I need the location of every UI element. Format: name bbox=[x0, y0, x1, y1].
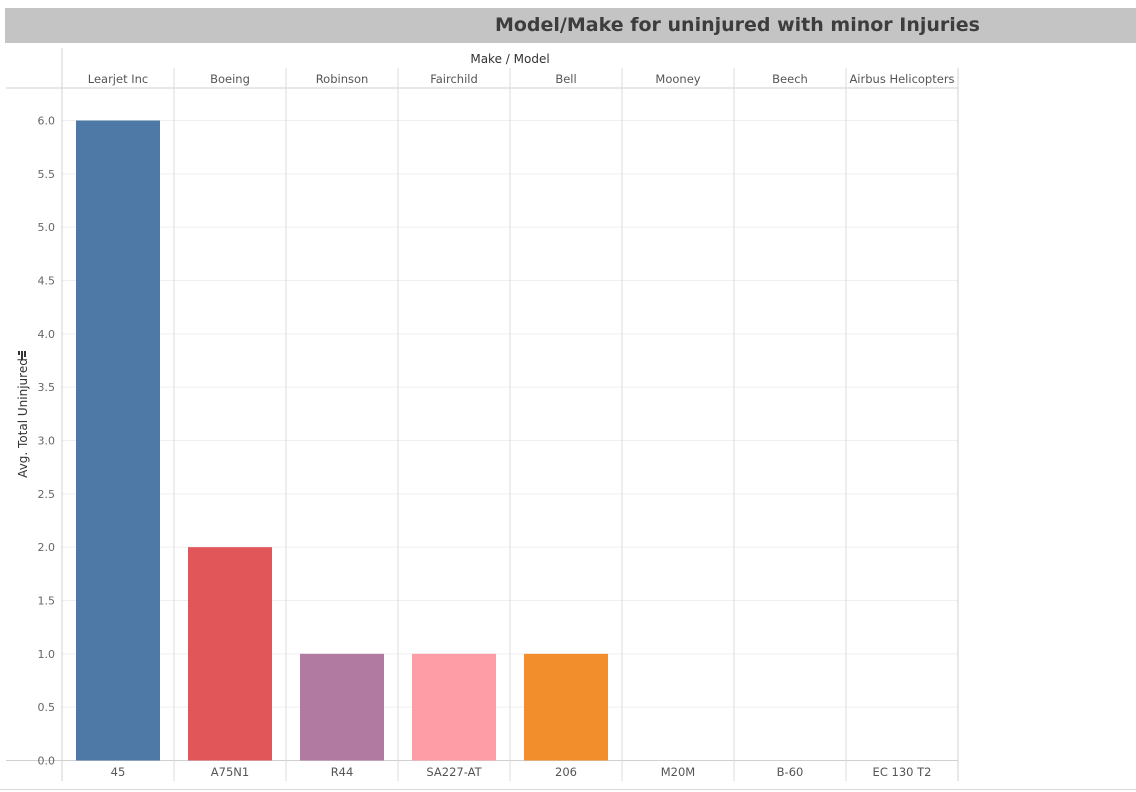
y-tick-label: 1.5 bbox=[38, 595, 56, 608]
make-label: Mooney bbox=[655, 72, 700, 86]
model-tick-label: 206 bbox=[555, 765, 577, 779]
sort-descending-icon bbox=[24, 351, 26, 357]
y-axis-title: Avg. Total Uninjured bbox=[16, 358, 30, 478]
y-tick-label: 2.5 bbox=[38, 488, 56, 501]
bar-a75n1 bbox=[188, 547, 272, 761]
y-tick-label: 6.0 bbox=[38, 115, 56, 128]
y-tick-label: 2.0 bbox=[38, 541, 56, 554]
make-label: Boeing bbox=[210, 72, 250, 86]
bottom-divider bbox=[0, 789, 1136, 790]
title-bar: Model/Make for uninjured with minor Inju… bbox=[5, 8, 1136, 43]
y-tick-label: 0.5 bbox=[38, 701, 56, 714]
make-label: Beech bbox=[772, 72, 808, 86]
y-tick-label: 5.5 bbox=[38, 168, 56, 181]
make-label: Fairchild bbox=[430, 72, 478, 86]
sort-descending-icon bbox=[21, 351, 23, 360]
model-tick-label: B-60 bbox=[777, 765, 804, 779]
bar-r44 bbox=[300, 653, 384, 761]
bar-sa227-at bbox=[412, 653, 496, 761]
model-tick-label: M20M bbox=[661, 765, 695, 779]
bar-206 bbox=[524, 653, 608, 761]
y-tick-label: 4.5 bbox=[38, 275, 56, 288]
y-tick-label: 1.0 bbox=[38, 648, 56, 661]
y-tick-label: 4.0 bbox=[38, 328, 56, 341]
model-tick-label: EC 130 T2 bbox=[873, 765, 932, 779]
y-tick-label: 3.5 bbox=[38, 381, 56, 394]
model-tick-label: 45 bbox=[111, 765, 126, 779]
model-tick-label: R44 bbox=[331, 765, 354, 779]
y-tick-label: 3.0 bbox=[38, 435, 56, 448]
y-tick-label: 5.0 bbox=[38, 221, 56, 234]
make-label: Robinson bbox=[316, 72, 369, 86]
sort-descending-icon bbox=[18, 351, 20, 355]
make-label: Bell bbox=[555, 72, 576, 86]
model-tick-label: SA227-AT bbox=[426, 765, 482, 779]
y-tick-label: 0.0 bbox=[38, 755, 56, 768]
chart-title: Model/Make for uninjured with minor Inju… bbox=[494, 14, 980, 36]
bar-45 bbox=[76, 120, 160, 761]
make-model-header: Make / Model bbox=[470, 52, 549, 66]
make-label: Learjet Inc bbox=[88, 72, 149, 86]
make-label: Airbus Helicopters bbox=[849, 72, 954, 86]
model-tick-label: A75N1 bbox=[211, 765, 249, 779]
